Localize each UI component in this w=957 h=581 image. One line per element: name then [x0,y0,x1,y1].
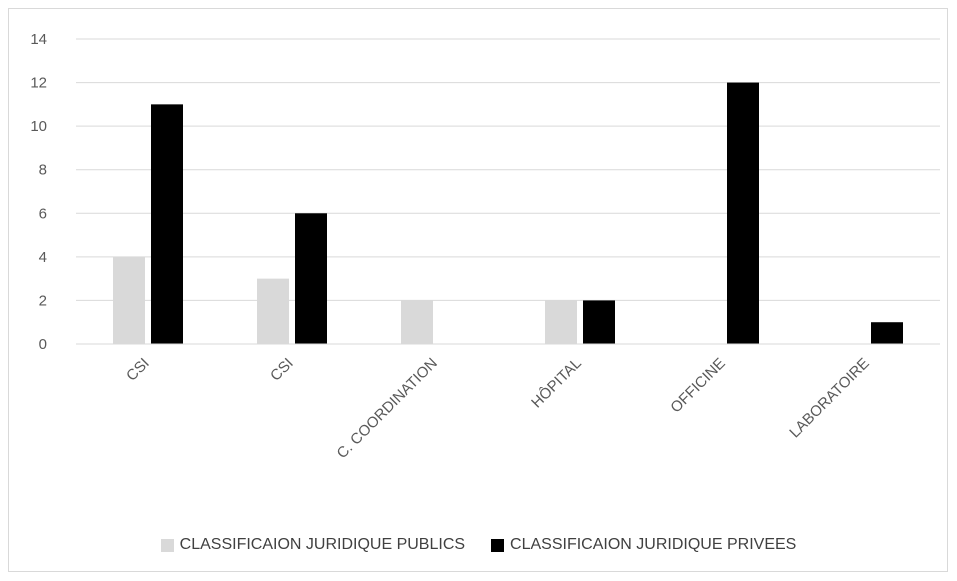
bar-series-0-cat-1 [257,278,289,344]
bar-series-1-cat-4 [727,82,759,345]
legend-label-privees: CLASSIFICAION JURIDIQUE PRIVEES [510,536,797,553]
bar-series-0-cat-3 [545,300,577,344]
x-tick-label-3: HÔPITAL [528,355,585,412]
x-tick-label-1: CSI [267,355,297,385]
legend-item-privees: CLASSIFICAION JURIDIQUE PRIVEES [491,536,796,554]
x-tick-label-0: CSI [123,355,153,385]
y-tick-label-5: 10 [30,118,47,135]
y-tick-label-0: 0 [39,336,47,353]
legend-swatch-publics [160,538,174,552]
x-tick-label-5: LABORATOIRE [786,355,872,441]
legend-label-publics: CLASSIFICAION JURIDIQUE PUBLICS [179,536,466,553]
bar-series-0-cat-2 [401,300,433,344]
y-tick-label-6: 12 [30,75,47,92]
x-tick-label-2: C. COORDINATION [334,355,441,462]
bar-series-1-cat-0 [151,104,183,344]
y-tick-label-7: 14 [30,31,47,48]
y-tick-label-1: 2 [39,292,47,309]
bar-series-1-cat-3 [583,300,615,344]
bar-series-0-cat-0 [113,256,145,344]
legend-item-publics: CLASSIFICAION JURIDIQUE PUBLICS [160,536,466,554]
x-tick-label-4: OFFICINE [667,355,729,417]
legend: CLASSIFICAION JURIDIQUE PUBLICS CLASSIFI… [0,536,957,554]
y-tick-label-3: 6 [39,205,47,222]
bar-series-1-cat-5 [871,322,903,344]
legend-swatch-privees [491,538,505,552]
y-tick-label-4: 8 [39,162,47,179]
bar-series-1-cat-1 [295,213,327,344]
y-tick-label-2: 4 [39,249,47,266]
